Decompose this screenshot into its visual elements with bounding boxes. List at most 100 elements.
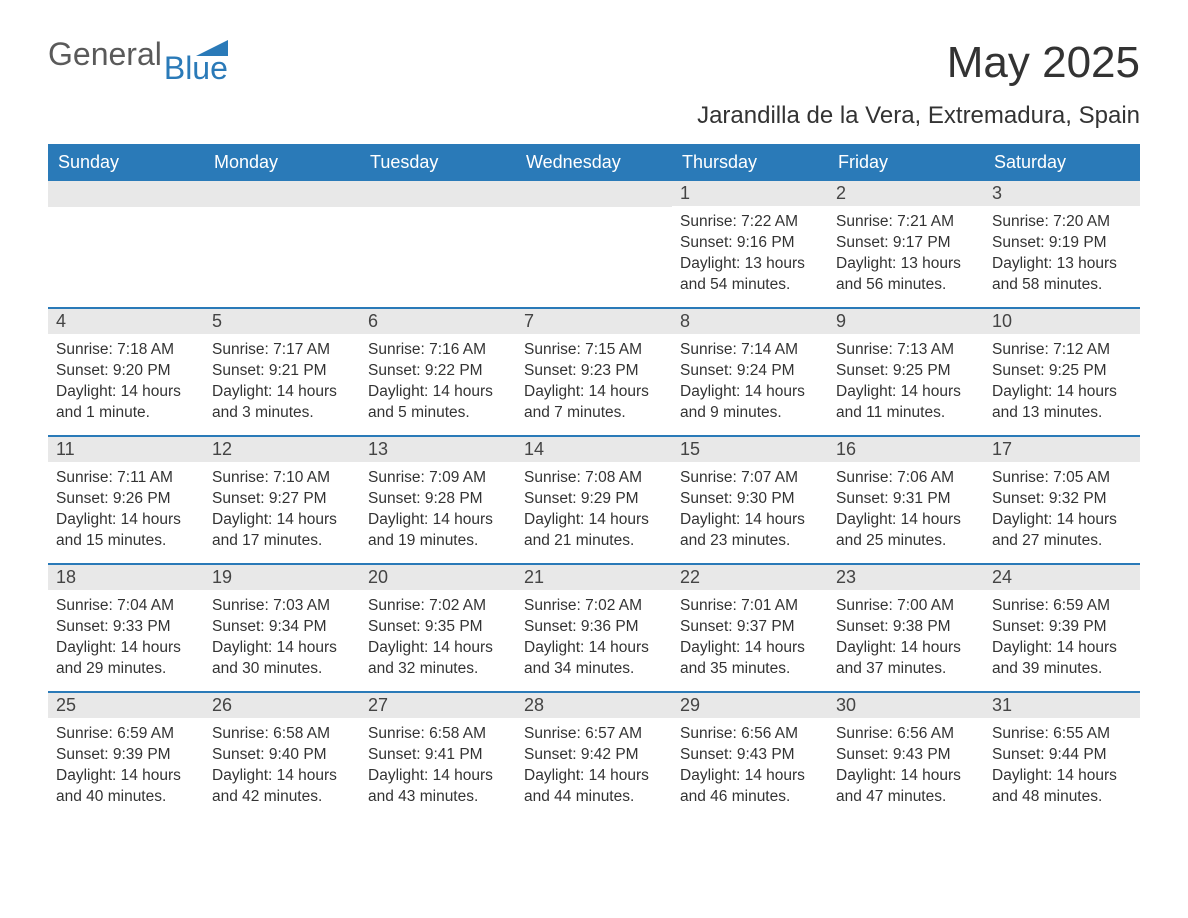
day-number: 30: [828, 693, 984, 718]
sunset-text: Sunset: 9:42 PM: [524, 745, 664, 766]
sunset-text: Sunset: 9:29 PM: [524, 489, 664, 510]
day-cell: 8Sunrise: 7:14 AMSunset: 9:24 PMDaylight…: [672, 309, 828, 431]
sunset-text: Sunset: 9:16 PM: [680, 233, 820, 254]
day-cell: 29Sunrise: 6:56 AMSunset: 9:43 PMDayligh…: [672, 693, 828, 815]
day-body: Sunrise: 7:04 AMSunset: 9:33 PMDaylight:…: [48, 590, 204, 684]
day-body: Sunrise: 7:03 AMSunset: 9:34 PMDaylight:…: [204, 590, 360, 684]
sunset-text: Sunset: 9:22 PM: [368, 361, 508, 382]
daylight-text: Daylight: 14 hours and 44 minutes.: [524, 766, 664, 808]
empty-day-bar: [516, 181, 672, 207]
sunset-text: Sunset: 9:39 PM: [56, 745, 196, 766]
day-body: Sunrise: 6:56 AMSunset: 9:43 PMDaylight:…: [828, 718, 984, 812]
sunrise-text: Sunrise: 7:02 AM: [524, 596, 664, 617]
day-number: 8: [672, 309, 828, 334]
sunrise-text: Sunrise: 7:21 AM: [836, 212, 976, 233]
sunrise-text: Sunrise: 7:11 AM: [56, 468, 196, 489]
day-cell: 30Sunrise: 6:56 AMSunset: 9:43 PMDayligh…: [828, 693, 984, 815]
daylight-text: Daylight: 14 hours and 30 minutes.: [212, 638, 352, 680]
sunset-text: Sunset: 9:32 PM: [992, 489, 1132, 510]
sunset-text: Sunset: 9:30 PM: [680, 489, 820, 510]
day-cell: 25Sunrise: 6:59 AMSunset: 9:39 PMDayligh…: [48, 693, 204, 815]
day-cell: 16Sunrise: 7:06 AMSunset: 9:31 PMDayligh…: [828, 437, 984, 559]
sunrise-text: Sunrise: 7:12 AM: [992, 340, 1132, 361]
day-number: 20: [360, 565, 516, 590]
sunset-text: Sunset: 9:41 PM: [368, 745, 508, 766]
day-body: Sunrise: 7:07 AMSunset: 9:30 PMDaylight:…: [672, 462, 828, 556]
day-body: Sunrise: 7:14 AMSunset: 9:24 PMDaylight:…: [672, 334, 828, 428]
sunrise-text: Sunrise: 7:01 AM: [680, 596, 820, 617]
day-cell: 3Sunrise: 7:20 AMSunset: 9:19 PMDaylight…: [984, 181, 1140, 303]
sunrise-text: Sunrise: 7:18 AM: [56, 340, 196, 361]
month-title: May 2025: [697, 38, 1140, 88]
daylight-text: Daylight: 14 hours and 1 minute.: [56, 382, 196, 424]
day-body: Sunrise: 7:02 AMSunset: 9:36 PMDaylight:…: [516, 590, 672, 684]
sunrise-text: Sunrise: 6:59 AM: [56, 724, 196, 745]
day-body: Sunrise: 7:15 AMSunset: 9:23 PMDaylight:…: [516, 334, 672, 428]
day-body: Sunrise: 7:12 AMSunset: 9:25 PMDaylight:…: [984, 334, 1140, 428]
day-body: Sunrise: 7:06 AMSunset: 9:31 PMDaylight:…: [828, 462, 984, 556]
day-number: 31: [984, 693, 1140, 718]
daylight-text: Daylight: 14 hours and 46 minutes.: [680, 766, 820, 808]
day-cell: 6Sunrise: 7:16 AMSunset: 9:22 PMDaylight…: [360, 309, 516, 431]
sunset-text: Sunset: 9:31 PM: [836, 489, 976, 510]
day-body: Sunrise: 7:08 AMSunset: 9:29 PMDaylight:…: [516, 462, 672, 556]
day-number: 10: [984, 309, 1140, 334]
daylight-text: Daylight: 14 hours and 47 minutes.: [836, 766, 976, 808]
day-number: 11: [48, 437, 204, 462]
day-number: 15: [672, 437, 828, 462]
daylight-text: Daylight: 13 hours and 56 minutes.: [836, 254, 976, 296]
day-number: 4: [48, 309, 204, 334]
day-body: Sunrise: 7:01 AMSunset: 9:37 PMDaylight:…: [672, 590, 828, 684]
day-number: 21: [516, 565, 672, 590]
day-cell: 12Sunrise: 7:10 AMSunset: 9:27 PMDayligh…: [204, 437, 360, 559]
daylight-text: Daylight: 14 hours and 35 minutes.: [680, 638, 820, 680]
day-number: 24: [984, 565, 1140, 590]
day-body: Sunrise: 6:59 AMSunset: 9:39 PMDaylight:…: [984, 590, 1140, 684]
sunset-text: Sunset: 9:44 PM: [992, 745, 1132, 766]
daylight-text: Daylight: 14 hours and 29 minutes.: [56, 638, 196, 680]
sunset-text: Sunset: 9:33 PM: [56, 617, 196, 638]
day-cell: 9Sunrise: 7:13 AMSunset: 9:25 PMDaylight…: [828, 309, 984, 431]
daylight-text: Daylight: 14 hours and 37 minutes.: [836, 638, 976, 680]
sunset-text: Sunset: 9:39 PM: [992, 617, 1132, 638]
logo-part2: Blue: [164, 54, 228, 83]
day-number: 17: [984, 437, 1140, 462]
daylight-text: Daylight: 14 hours and 23 minutes.: [680, 510, 820, 552]
day-cell: 1Sunrise: 7:22 AMSunset: 9:16 PMDaylight…: [672, 181, 828, 303]
day-cell: [360, 181, 516, 303]
sunset-text: Sunset: 9:28 PM: [368, 489, 508, 510]
sunset-text: Sunset: 9:19 PM: [992, 233, 1132, 254]
daylight-text: Daylight: 14 hours and 43 minutes.: [368, 766, 508, 808]
day-body: Sunrise: 7:02 AMSunset: 9:35 PMDaylight:…: [360, 590, 516, 684]
day-cell: 18Sunrise: 7:04 AMSunset: 9:33 PMDayligh…: [48, 565, 204, 687]
day-number: 19: [204, 565, 360, 590]
day-body: Sunrise: 7:13 AMSunset: 9:25 PMDaylight:…: [828, 334, 984, 428]
day-number: 1: [672, 181, 828, 206]
sunset-text: Sunset: 9:34 PM: [212, 617, 352, 638]
daylight-text: Daylight: 14 hours and 3 minutes.: [212, 382, 352, 424]
daylight-text: Daylight: 13 hours and 58 minutes.: [992, 254, 1132, 296]
daylight-text: Daylight: 14 hours and 34 minutes.: [524, 638, 664, 680]
day-cell: 21Sunrise: 7:02 AMSunset: 9:36 PMDayligh…: [516, 565, 672, 687]
day-number: 22: [672, 565, 828, 590]
sunset-text: Sunset: 9:24 PM: [680, 361, 820, 382]
day-cell: [48, 181, 204, 303]
empty-day-bar: [204, 181, 360, 207]
week-row: 25Sunrise: 6:59 AMSunset: 9:39 PMDayligh…: [48, 691, 1140, 815]
day-number: 27: [360, 693, 516, 718]
sunset-text: Sunset: 9:38 PM: [836, 617, 976, 638]
day-cell: 7Sunrise: 7:15 AMSunset: 9:23 PMDaylight…: [516, 309, 672, 431]
sunrise-text: Sunrise: 6:58 AM: [368, 724, 508, 745]
day-cell: 20Sunrise: 7:02 AMSunset: 9:35 PMDayligh…: [360, 565, 516, 687]
day-cell: 4Sunrise: 7:18 AMSunset: 9:20 PMDaylight…: [48, 309, 204, 431]
daylight-text: Daylight: 14 hours and 25 minutes.: [836, 510, 976, 552]
day-body: Sunrise: 7:17 AMSunset: 9:21 PMDaylight:…: [204, 334, 360, 428]
sunset-text: Sunset: 9:25 PM: [992, 361, 1132, 382]
sunset-text: Sunset: 9:40 PM: [212, 745, 352, 766]
daylight-text: Daylight: 14 hours and 13 minutes.: [992, 382, 1132, 424]
day-number: 3: [984, 181, 1140, 206]
daylight-text: Daylight: 14 hours and 17 minutes.: [212, 510, 352, 552]
sunrise-text: Sunrise: 7:00 AM: [836, 596, 976, 617]
day-body: Sunrise: 6:58 AMSunset: 9:41 PMDaylight:…: [360, 718, 516, 812]
day-header-thursday: Thursday: [672, 144, 828, 181]
